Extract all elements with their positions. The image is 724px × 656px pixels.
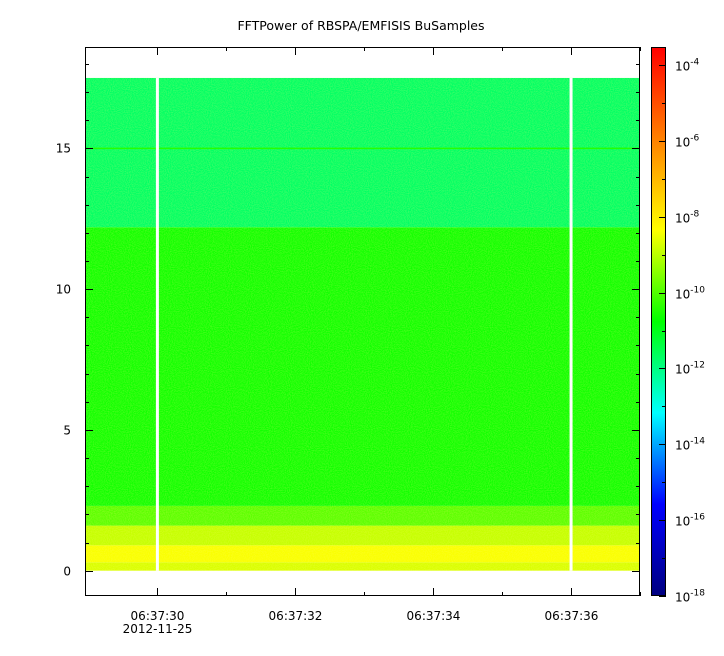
y-tick-label-0: 0 — [63, 565, 71, 579]
colorbar — [651, 47, 666, 596]
y-tick-label-2: 10 — [56, 283, 71, 297]
x-tick-label-1: 06:37:32 — [269, 609, 323, 623]
y-tick-label-1: 5 — [63, 424, 71, 438]
colorbar-tick-label-7: 10-18 — [675, 589, 705, 605]
colorbar-tick-label-2: 10-8 — [675, 210, 700, 226]
spectrogram-area — [85, 77, 640, 571]
chart-title: FFTPower of RBSPA/EMFISIS BuSamples — [237, 18, 484, 33]
x-tick-label-3: 06:37:36 — [545, 609, 599, 623]
colorbar-ticks: 10-4 10-6 10-8 10-10 10-12 10-14 10-16 10-18 — [659, 58, 705, 605]
data-gap-0 — [155, 77, 159, 571]
x-tick-label-0: 06:37:30 — [131, 609, 185, 623]
x-tick-label-2: 06:37:34 — [407, 609, 461, 623]
colorbar-tick-label-0: 10-4 — [675, 58, 700, 74]
colorbar-tick-label-1: 10-6 — [675, 134, 700, 150]
x-tick-sublabel-0: 2012-11-25 — [123, 622, 193, 636]
plot-frame — [85, 47, 640, 596]
colorbar-tick-label-4: 10-12 — [675, 361, 705, 377]
y-tick-label-3: 15 — [56, 142, 71, 156]
spectrogram-texture — [85, 77, 640, 571]
colorbar-tick-label-3: 10-10 — [675, 286, 705, 302]
colorbar-tick-label-5: 10-14 — [675, 437, 705, 453]
colorbar-tick-label-6: 10-16 — [675, 513, 705, 529]
data-gap-1 — [569, 77, 573, 571]
